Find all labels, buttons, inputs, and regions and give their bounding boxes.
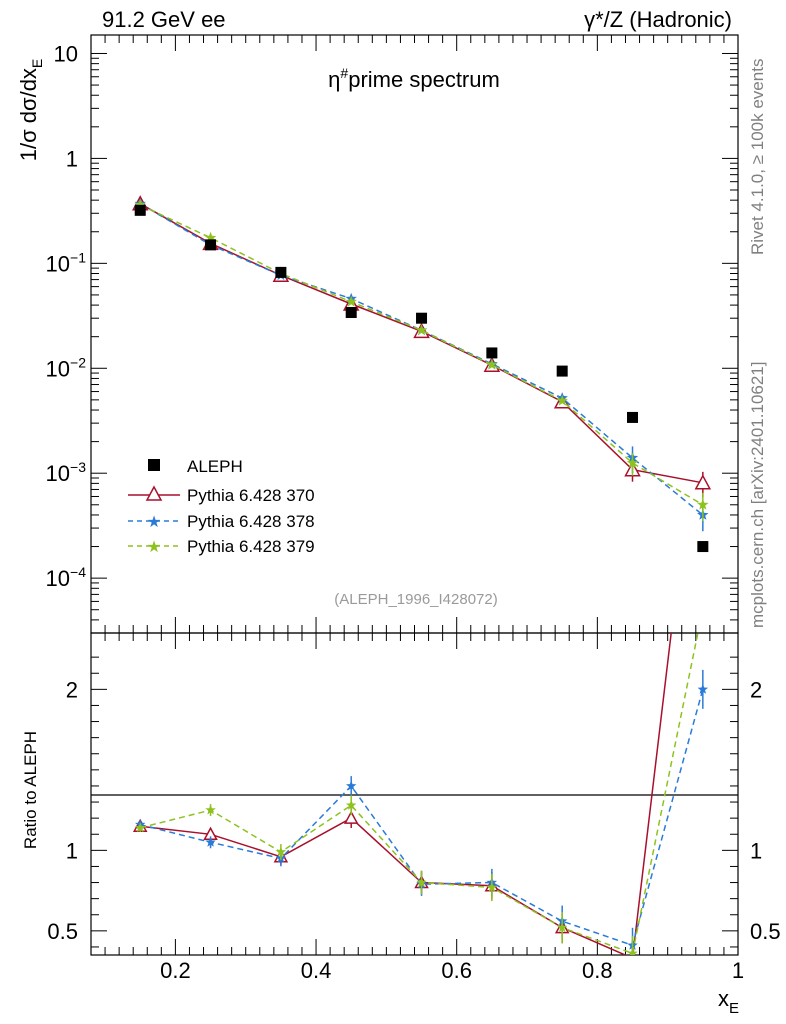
- main-marker-data: [416, 312, 428, 324]
- ratio-series-line: [140, 689, 704, 947]
- ratio-marker-star: [557, 922, 568, 933]
- header-right: γ*/Z (Hadronic): [584, 7, 732, 32]
- ratio-series-group: [132, 361, 709, 955]
- main-y-tick-label: 10−1: [46, 249, 87, 276]
- legend-marker-aleph: [148, 459, 160, 471]
- x-tick-label: 0.4: [301, 958, 332, 983]
- legend-marker-370: [145, 485, 163, 501]
- ratio-marker-star: [627, 947, 638, 955]
- ratio-marker-triangle: [697, 361, 709, 372]
- ratio-y-tick-label-left: 2: [66, 677, 78, 702]
- analysis-id: (ALEPH_1996_I428072): [334, 591, 497, 608]
- main-marker-data: [134, 204, 146, 216]
- ratio-marker-star: [346, 799, 357, 810]
- legend: ALEPH Pythia 6.428 370 ★ Pythia 6.428 37…: [128, 457, 315, 556]
- main-y-tick-label: 10−2: [46, 354, 87, 381]
- main-marker-star: [345, 295, 357, 307]
- x-tick-label: 0.6: [441, 958, 472, 983]
- main-series-group: [131, 195, 712, 553]
- main-marker-star: [556, 394, 568, 406]
- ratio-marker-star: [416, 877, 427, 887]
- main-marker-data: [556, 365, 568, 377]
- ratio-y-axis-label: Ratio to ALEPH: [21, 731, 40, 849]
- main-series-line: [139, 204, 704, 506]
- ratio-marker-star: [486, 881, 498, 892]
- ratio-y-tick-label-left: 0.5: [47, 919, 78, 944]
- main-marker-data: [275, 266, 287, 278]
- ratio-marker-star: [346, 780, 357, 791]
- ratio-marker-star: [275, 846, 287, 857]
- main-marker-star: [134, 199, 146, 210]
- mcplots-label: mcplots.cern.ch [arXiv:2401.10621]: [748, 362, 767, 628]
- legend-marker-379: ★: [147, 539, 161, 556]
- ratio-marker-star: [205, 836, 216, 847]
- main-marker-data: [486, 347, 498, 359]
- legend-label-aleph: ALEPH: [187, 457, 243, 476]
- x-tick-label: 1: [732, 958, 744, 983]
- ratio-y-tick-label-right: 1: [750, 838, 762, 863]
- x-tick-label: 0.8: [582, 958, 613, 983]
- main-y-tick-label: 10: [54, 41, 78, 66]
- ratio-marker-star: [205, 804, 216, 815]
- ratio-axis-ticks: 0.2 0.4 0.6 0.8 10.5 0.51 12 2: [47, 633, 781, 983]
- rivet-version-label: Rivet 4.1.0, ≥ 100k events: [748, 59, 767, 255]
- main-marker-star: [486, 358, 498, 370]
- main-marker-star: [415, 324, 428, 336]
- main-marker-triangle: [694, 474, 712, 490]
- main-y-tick-label: 10−4: [46, 564, 87, 591]
- legend-label-370: Pythia 6.428 370: [187, 486, 315, 505]
- main-marker-star: [626, 457, 639, 468]
- ratio-marker-star: [697, 683, 709, 694]
- ratio-series-line: [140, 633, 699, 955]
- legend-label-378: Pythia 6.428 378: [187, 512, 315, 531]
- ratio-marker-triangle: [343, 810, 359, 824]
- main-marker-star: [697, 498, 709, 510]
- main-axis-ticks: 10 1 10−1 10−2 10−3 10−4: [46, 35, 739, 634]
- header-left: 91.2 GeV ee: [102, 7, 226, 32]
- legend-marker-378: ★: [147, 514, 161, 531]
- ratio-y-tick-label-left: 1: [66, 838, 78, 863]
- ratio-plot-frame: [90, 632, 739, 956]
- main-plot-title: η#prime spectrum: [328, 65, 500, 92]
- main-y-axis-label: 1/σ dσ/dxE: [16, 59, 45, 162]
- x-tick-label: 0.2: [160, 958, 191, 983]
- main-marker-data: [205, 239, 217, 251]
- main-y-tick-label: 1: [66, 146, 78, 171]
- ratio-y-tick-label-right: 2: [750, 677, 762, 702]
- x-axis-label: xE: [718, 986, 739, 1017]
- ratio-y-tick-label-right: 0.5: [750, 919, 781, 944]
- legend-label-379: Pythia 6.428 379: [187, 537, 315, 556]
- ratio-marker-star: [135, 822, 146, 833]
- main-marker-data: [627, 411, 639, 423]
- main-marker-data: [345, 307, 357, 319]
- main-marker-star: [204, 231, 217, 243]
- ratio-marker-star: [698, 603, 709, 613]
- main-marker-data: [697, 541, 709, 553]
- main-y-tick-label: 10−3: [46, 459, 87, 486]
